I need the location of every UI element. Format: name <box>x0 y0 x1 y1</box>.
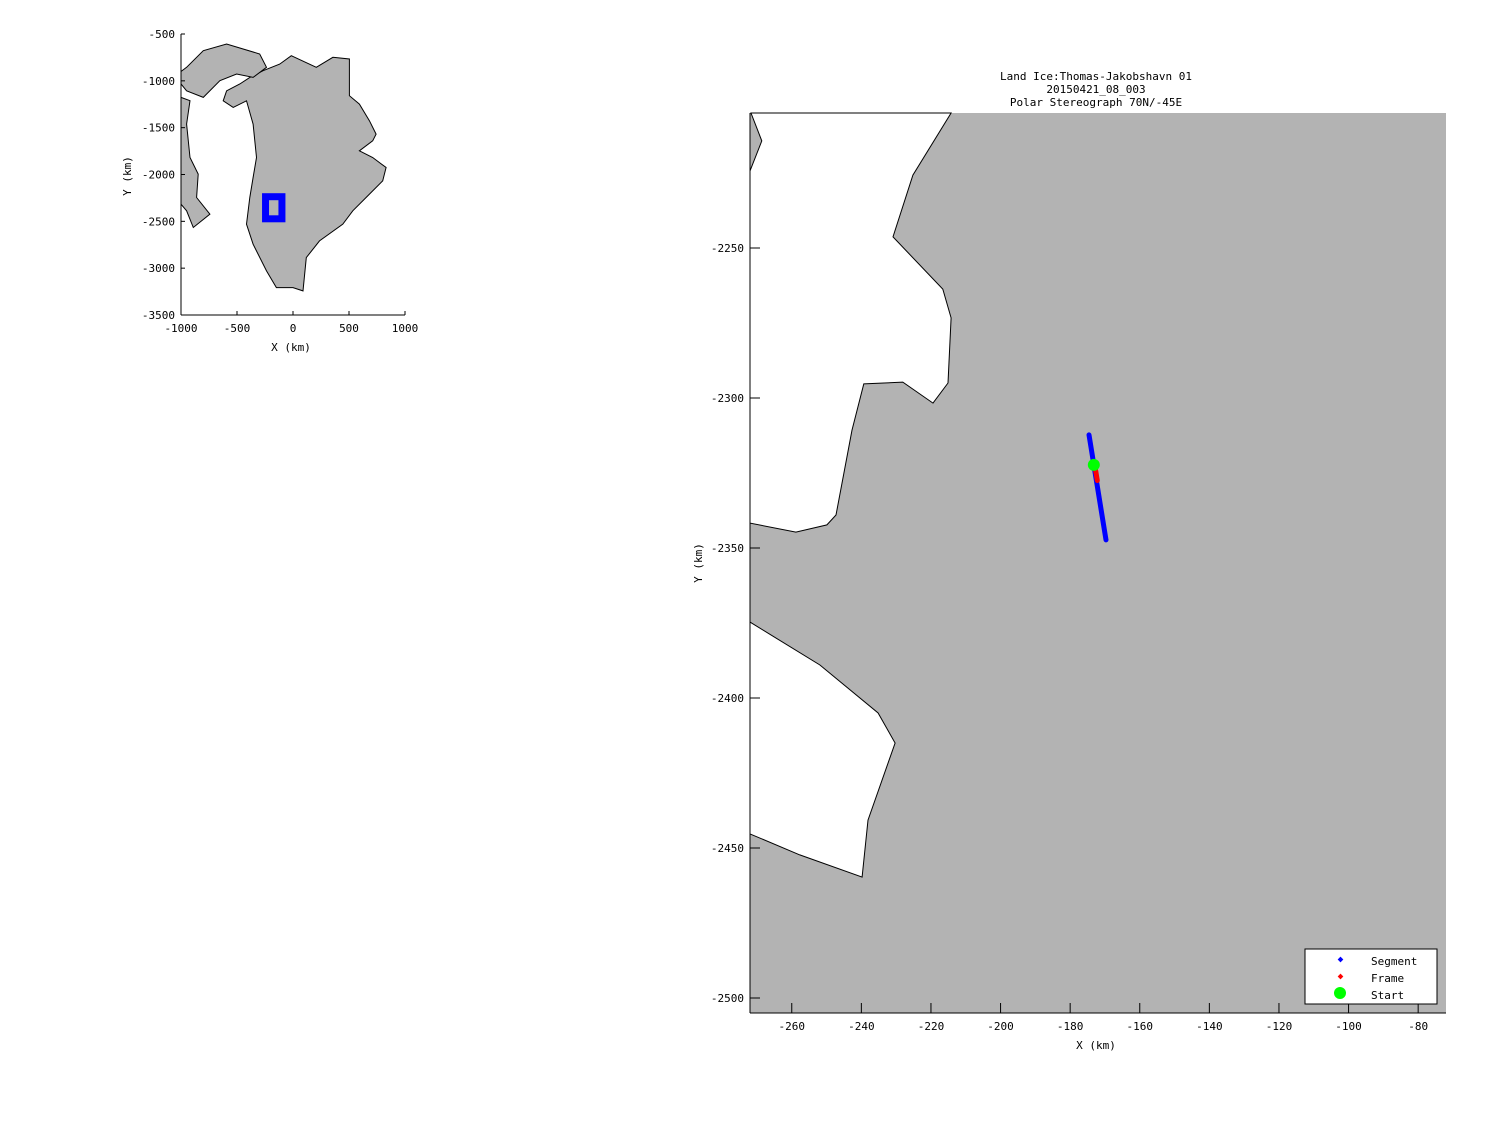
land-polygon <box>222 55 387 292</box>
x-tick-label: -180 <box>1057 1020 1084 1033</box>
main-map: -260 -240 -220 -200 -180 -160 -140 -120 -100 -80 -… <box>121 70 1446 1052</box>
x-tick-label: -80 <box>1408 1020 1428 1033</box>
x-tick-label: -100 <box>1335 1020 1362 1033</box>
segment-track <box>1086 432 1109 543</box>
main-y-axis-label: Y (km) <box>692 543 705 583</box>
y-tick-label: -2000 <box>142 169 175 182</box>
legend-start-marker <box>1334 987 1346 999</box>
x-tick-label: -1000 <box>164 322 197 335</box>
ocean-polygon <box>749 112 952 533</box>
x-tick-label: -500 <box>224 322 251 335</box>
x-tick-label: -240 <box>848 1020 875 1033</box>
overview-y-axis-label: Y (km) <box>121 156 134 196</box>
title-line-3: Polar Stereograph 70N/-45E <box>1010 96 1182 109</box>
land-polygon <box>180 96 211 229</box>
legend-frame-label: Frame <box>1371 972 1404 985</box>
legend-segment-marker <box>1337 956 1344 963</box>
x-tick-label: -160 <box>1127 1020 1154 1033</box>
x-tick-label: -220 <box>918 1020 945 1033</box>
extent-box <box>262 193 286 223</box>
main-x-axis-label: X (km) <box>1076 1039 1116 1052</box>
y-tick-label: -2500 <box>711 992 744 1005</box>
x-tick-label: -120 <box>1266 1020 1293 1033</box>
x-tick-label: -140 <box>1196 1020 1223 1033</box>
legend-frame-marker <box>1337 973 1344 980</box>
title-line-2: 20150421_08_003 <box>1046 83 1145 96</box>
x-tick-label: -200 <box>987 1020 1014 1033</box>
title-line-1: Land Ice:Thomas-Jakobshavn 01 <box>1000 70 1192 83</box>
y-tick-label: -2300 <box>711 392 744 405</box>
y-tick-label: -2400 <box>711 692 744 705</box>
legend: Segment Frame Start <box>1304 948 1438 1005</box>
y-tick-label: -1500 <box>142 122 175 135</box>
y-tick-label: -2250 <box>711 242 744 255</box>
y-tick-label: -500 <box>149 28 176 41</box>
ocean-polygon <box>749 621 896 878</box>
start-marker <box>1087 458 1100 471</box>
x-tick-label: -260 <box>779 1020 806 1033</box>
legend-start-label: Start <box>1371 989 1404 1002</box>
overview-x-axis-label: X (km) <box>271 341 311 354</box>
y-tick-label: -3500 <box>142 309 175 322</box>
y-tick-label: -2450 <box>711 842 744 855</box>
y-tick-label: -2500 <box>142 215 175 228</box>
y-tick-label: -3000 <box>142 262 175 275</box>
map-layer: -260 -240 -220 -200 -180 -160 -140 -120 -100 -80 -… <box>711 112 1446 1033</box>
y-tick-label: -2350 <box>711 542 744 555</box>
y-tick-label: -1000 <box>142 75 175 88</box>
main-axes: -260 -240 -220 -200 -180 -160 -140 -120 -100 -80 -… <box>711 113 1446 1033</box>
x-tick-label: 0 <box>290 322 297 335</box>
overview-map: -1000 -500 0 500 1000 -500 -1000 -1500 -2000 -250… <box>142 28 418 335</box>
x-tick-label: 500 <box>339 322 359 335</box>
legend-segment-label: Segment <box>1371 955 1417 968</box>
legend-box <box>1304 948 1438 1005</box>
x-tick-label: 1000 <box>392 322 419 335</box>
